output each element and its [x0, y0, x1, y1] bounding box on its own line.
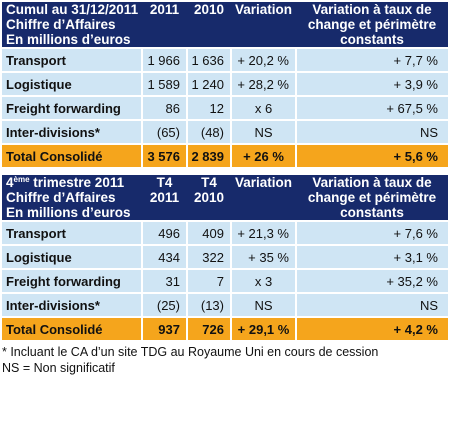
- total-label: Total Consolidé: [2, 316, 143, 340]
- footnote-ns: NS = Non significatif: [2, 361, 115, 375]
- table-row: Inter-divisions* (65) (48) NS NS: [2, 119, 448, 144]
- header-2010: 2010: [187, 2, 231, 48]
- row-label: Inter-divisions*: [2, 292, 143, 317]
- value-t4-2010: (13): [187, 292, 232, 317]
- header-t4-2010: T4 2010: [187, 175, 231, 221]
- header-period-ordinal: ème: [13, 175, 30, 184]
- value-t4-2010: 409: [187, 220, 232, 245]
- row-label: Inter-divisions*: [2, 119, 143, 144]
- value-variation: x 6: [231, 95, 297, 120]
- value-2011: 1 589: [142, 71, 188, 96]
- value-variation-constant: + 35,2 %: [296, 268, 448, 293]
- table-spacer: [2, 167, 448, 175]
- value-variation-constant: + 3,9 %: [296, 71, 448, 96]
- header-variation-constant: Variation à taux de change et périmètre …: [296, 175, 448, 221]
- header-metric: Chiffre d’Affaires: [6, 17, 116, 32]
- value-t4-2010: 322: [187, 244, 232, 269]
- header-label-cell: Cumul au 31/12/2011 Chiffre d’Affaires E…: [2, 2, 142, 48]
- value-2010: (48): [187, 119, 232, 144]
- total-variation: + 29,1 %: [231, 316, 297, 340]
- table-row: Freight forwarding 86 12 x 6 + 67,5 %: [2, 95, 448, 120]
- value-variation: + 35 %: [231, 244, 297, 269]
- value-t4-2011: 434: [142, 244, 188, 269]
- total-t4-2011: 937: [142, 316, 188, 340]
- footnote-inter-divisions: * Incluant le CA d’un site TDG au Royaum…: [2, 345, 379, 359]
- header-period-number: 4: [6, 175, 14, 190]
- table-row: Logistique 434 322 + 35 % + 3,1 %: [2, 244, 448, 269]
- row-label: Transport: [2, 220, 143, 245]
- total-variation: + 26 %: [231, 143, 297, 167]
- table-row: Logistique 1 589 1 240 + 28,2 % + 3,9 %: [2, 71, 448, 96]
- total-row: Total Consolidé 3 576 2 839 + 26 % + 5,6…: [2, 143, 448, 167]
- value-t4-2011: (25): [142, 292, 188, 317]
- value-variation: x 3: [231, 268, 297, 293]
- value-2011: (65): [142, 119, 188, 144]
- table-header-row: 4ème trimestre 2011 Chiffre d’Affaires E…: [2, 175, 448, 221]
- total-variation-constant: + 5,6 %: [296, 143, 448, 167]
- table-header-row: Cumul au 31/12/2011 Chiffre d’Affaires E…: [2, 2, 448, 48]
- table-row: Transport 496 409 + 21,3 % + 7,6 %: [2, 220, 448, 245]
- value-2011: 86: [142, 95, 188, 120]
- quarterly-revenue-table: 4ème trimestre 2011 Chiffre d’Affaires E…: [2, 175, 448, 340]
- value-variation-constant: NS: [296, 119, 448, 144]
- header-t4-2011: T4 2011: [142, 175, 187, 221]
- total-2011: 3 576: [142, 143, 188, 167]
- total-row: Total Consolidé 937 726 + 29,1 % + 4,2 %: [2, 316, 448, 340]
- header-period-text: trimestre 2011: [29, 175, 125, 190]
- header-label-cell: 4ème trimestre 2011 Chiffre d’Affaires E…: [2, 175, 142, 221]
- value-2010: 12: [187, 95, 232, 120]
- value-variation-constant: + 7,6 %: [296, 220, 448, 245]
- row-label: Transport: [2, 47, 143, 72]
- footnotes: * Incluant le CA d’un site TDG au Royaum…: [2, 344, 448, 376]
- value-variation: NS: [231, 119, 297, 144]
- value-variation-constant: + 7,7 %: [296, 47, 448, 72]
- financial-tables: Cumul au 31/12/2011 Chiffre d’Affaires E…: [2, 2, 448, 376]
- value-variation-constant: NS: [296, 292, 448, 317]
- table-row: Freight forwarding 31 7 x 3 + 35,2 %: [2, 268, 448, 293]
- table-row: Inter-divisions* (25) (13) NS NS: [2, 292, 448, 317]
- total-label: Total Consolidé: [2, 143, 143, 167]
- value-variation: + 28,2 %: [231, 71, 297, 96]
- header-unit: En millions d’euros: [6, 32, 131, 47]
- header-period: Cumul au 31/12/2011: [6, 2, 139, 17]
- header-variation: Variation: [231, 175, 296, 221]
- cumulative-revenue-table: Cumul au 31/12/2011 Chiffre d’Affaires E…: [2, 2, 448, 167]
- value-variation-constant: + 3,1 %: [296, 244, 448, 269]
- value-2011: 1 966: [142, 47, 188, 72]
- total-t4-2010: 726: [187, 316, 232, 340]
- header-variation-constant: Variation à taux de change et périmètre …: [296, 2, 448, 48]
- row-label: Freight forwarding: [2, 268, 143, 293]
- value-t4-2011: 496: [142, 220, 188, 245]
- value-t4-2010: 7: [187, 268, 232, 293]
- total-variation-constant: + 4,2 %: [296, 316, 448, 340]
- row-label: Freight forwarding: [2, 95, 143, 120]
- value-variation: NS: [231, 292, 297, 317]
- value-2010: 1 636: [187, 47, 232, 72]
- row-label: Logistique: [2, 244, 143, 269]
- header-variation: Variation: [231, 2, 296, 48]
- value-t4-2011: 31: [142, 268, 188, 293]
- value-variation: + 21,3 %: [231, 220, 297, 245]
- header-period: 4ème trimestre 2011: [6, 175, 142, 190]
- row-label: Logistique: [2, 71, 143, 96]
- table-row: Transport 1 966 1 636 + 20,2 % + 7,7 %: [2, 47, 448, 72]
- value-variation-constant: + 67,5 %: [296, 95, 448, 120]
- header-2011: 2011: [142, 2, 187, 48]
- header-unit: En millions d’euros: [6, 205, 131, 220]
- total-2010: 2 839: [187, 143, 232, 167]
- value-2010: 1 240: [187, 71, 232, 96]
- header-metric: Chiffre d’Affaires: [6, 190, 116, 205]
- value-variation: + 20,2 %: [231, 47, 297, 72]
